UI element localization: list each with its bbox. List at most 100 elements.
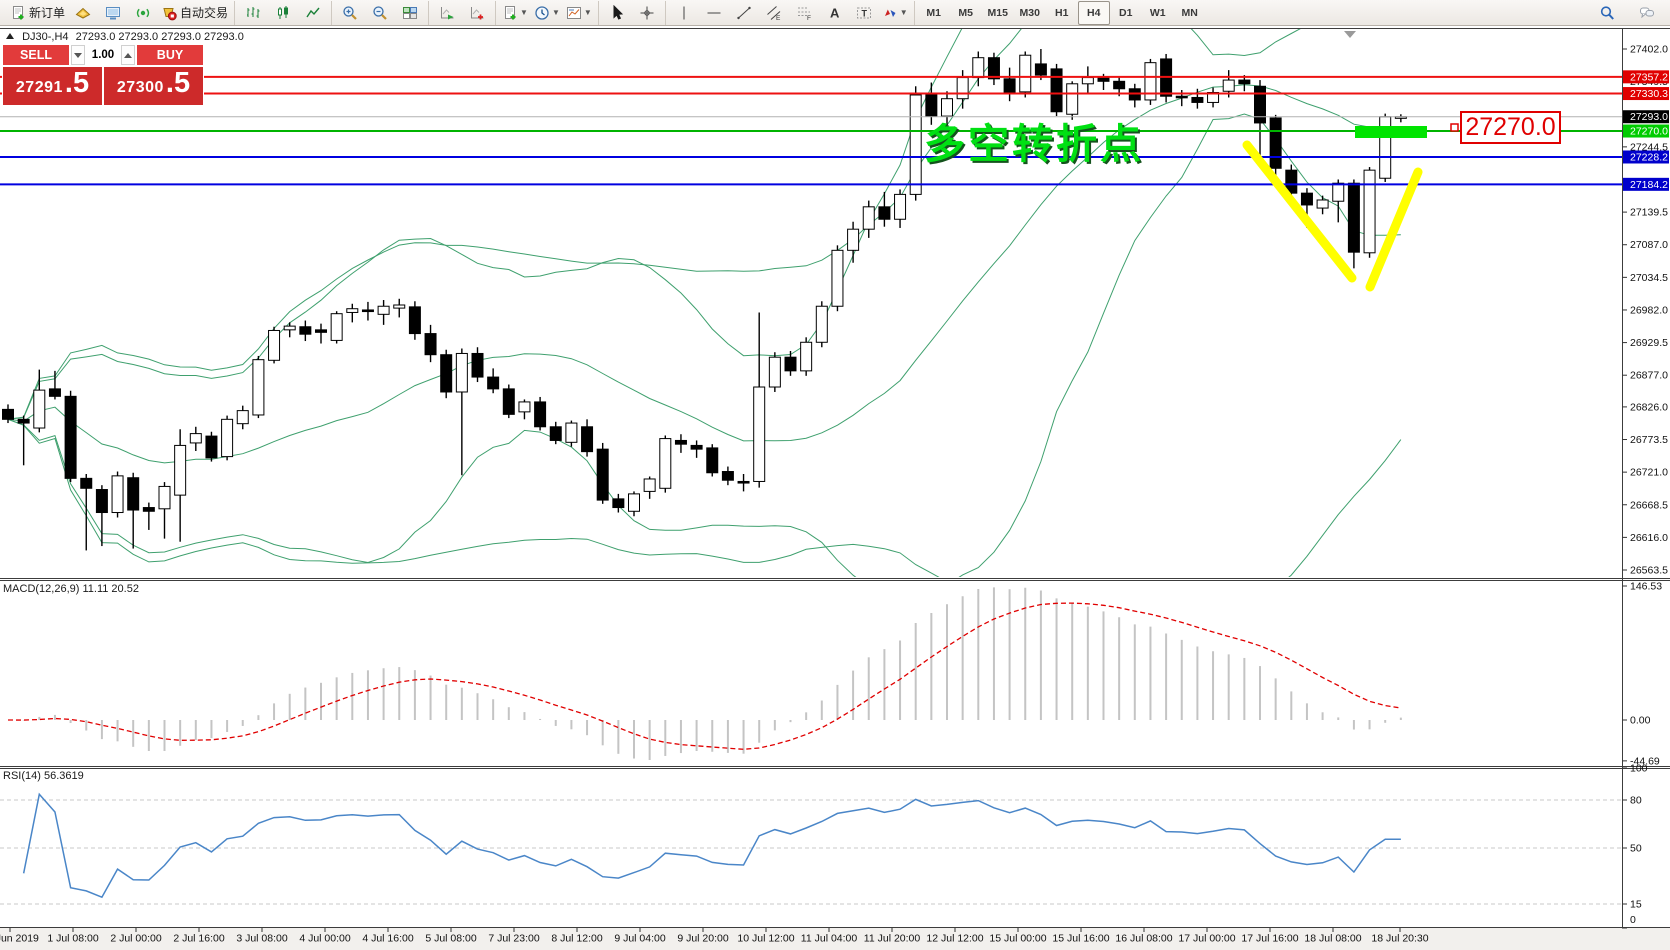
- callout-anchor: [1450, 123, 1459, 132]
- search-button[interactable]: [1592, 1, 1622, 25]
- svg-text:27402.0: 27402.0: [1630, 44, 1668, 56]
- main-chart-layer: [2, 29, 1407, 577]
- time-axis-label: 11 Jul 04:00: [801, 933, 858, 945]
- market-watch-button[interactable]: [98, 1, 128, 25]
- sell-button[interactable]: SELL: [2, 44, 70, 66]
- arrows-dropdown[interactable]: ▼: [879, 1, 911, 25]
- tile-windows-button[interactable]: [395, 1, 425, 25]
- svg-text:26721.0: 26721.0: [1630, 467, 1668, 479]
- tf-mn-button[interactable]: MN: [1181, 6, 1198, 19]
- toolbar-group: E F A T ▼: [664, 0, 914, 25]
- autotrading-button[interactable]: 自动交易: [158, 1, 231, 25]
- tf-h4-button[interactable]: H4: [1077, 0, 1110, 25]
- price-callout-box[interactable]: 27270.0: [1460, 111, 1561, 144]
- svg-text:0: 0: [1630, 914, 1636, 926]
- one-click-trading-panel: SELL BUY 27291.5 27300.5: [2, 44, 204, 106]
- volume-input[interactable]: [85, 45, 121, 65]
- time-axis-label: 15 Jul 16:00: [1052, 933, 1109, 945]
- bollinger-band-line: [7, 418, 1402, 577]
- cursor-button[interactable]: [602, 1, 632, 25]
- svg-text:26563.5: 26563.5: [1630, 565, 1668, 577]
- tf-m5-button[interactable]: M5: [958, 6, 974, 19]
- zoom-in-icon: [342, 5, 358, 21]
- toolbar-group: ▼ ▼ ▼: [495, 0, 598, 25]
- bollinger-band-line: [7, 29, 1301, 420]
- time-axis-label: 17 Jul 00:00: [1178, 933, 1235, 945]
- chart-shift-button[interactable]: [462, 1, 492, 25]
- auto-scroll-button[interactable]: [432, 1, 462, 25]
- buy-button[interactable]: BUY: [136, 44, 204, 66]
- sell-price[interactable]: 27291.5: [2, 66, 103, 106]
- signals-button[interactable]: [128, 1, 158, 25]
- autotrading-icon: [161, 5, 177, 21]
- candles-layer: [2, 49, 1407, 551]
- tf-h1-button[interactable]: H1: [1055, 6, 1069, 19]
- svg-text:50: 50: [1630, 843, 1642, 855]
- svg-text:26826.0: 26826.0: [1630, 401, 1668, 413]
- tf-m1-button[interactable]: M1: [926, 6, 942, 19]
- time-axis-label: 18 Jul 20:30: [1371, 933, 1428, 945]
- time-axis-label: 4 Jul 16:00: [362, 933, 414, 945]
- panel-collapse-icon[interactable]: [6, 33, 14, 39]
- text-button[interactable]: A: [819, 1, 849, 25]
- turning-point-annotation[interactable]: 多空转折点: [924, 121, 1144, 167]
- tf-m30-button[interactable]: M30: [1019, 6, 1040, 19]
- new-order-button[interactable]: 新订单: [7, 1, 68, 25]
- line-chart-icon: [305, 5, 321, 21]
- green-highlight-rect: [1355, 126, 1427, 138]
- channel-icon: E: [766, 5, 782, 21]
- chat-icon: [1639, 5, 1655, 21]
- buy-price[interactable]: 27300.5: [103, 66, 204, 106]
- periods-icon: [534, 5, 550, 21]
- line-chart-button[interactable]: [298, 1, 328, 25]
- market-watch-icon: [105, 5, 121, 21]
- zoom-in-button[interactable]: [335, 1, 365, 25]
- bar-chart-button[interactable]: [238, 1, 268, 25]
- fibonacci-icon: F: [796, 5, 812, 21]
- charts-icon: [75, 5, 91, 21]
- templates-dropdown[interactable]: ▼: [563, 1, 595, 25]
- candlestick-button[interactable]: [268, 1, 298, 25]
- time-axis-label: 1 Jul 08:00: [47, 933, 99, 945]
- time-axis-label: 5 Jul 08:00: [425, 933, 477, 945]
- zoom-out-button[interactable]: [365, 1, 395, 25]
- svg-text:15: 15: [1630, 899, 1642, 911]
- svg-text:27293.0: 27293.0: [1630, 111, 1668, 123]
- tf-m15-button[interactable]: M15: [987, 6, 1008, 19]
- tf-d1-button[interactable]: D1: [1119, 6, 1133, 19]
- chat-button[interactable]: [1632, 1, 1662, 25]
- volume-increase-button[interactable]: [121, 45, 135, 65]
- charts-button[interactable]: [68, 1, 98, 25]
- channel-button[interactable]: E: [759, 1, 789, 25]
- fibonacci-button[interactable]: F: [789, 1, 819, 25]
- time-axis-label: 2 Jul 00:00: [110, 933, 162, 945]
- time-axis-label: 7 Jul 23:00: [488, 933, 540, 945]
- time-axis-label: 15 Jul 00:00: [989, 933, 1046, 945]
- arrows-icon: [882, 5, 898, 21]
- label-button[interactable]: T: [849, 1, 879, 25]
- volume-decrease-button[interactable]: [71, 45, 85, 65]
- svg-text:0.00: 0.00: [1630, 715, 1651, 727]
- svg-text:-44.69: -44.69: [1630, 755, 1660, 767]
- svg-text:26877.0: 26877.0: [1630, 370, 1668, 382]
- rsi-line: [22, 792, 1401, 899]
- bar-chart-icon: [245, 5, 261, 21]
- current-price-badge: [1623, 110, 1669, 124]
- new-chart-dropdown[interactable]: ▼: [499, 1, 531, 25]
- toolbar: 新订单 自动交易 ▼ ▼ ▼ E F A T ▼ M1 M5 M15 M30 H1 H4 D1 W1 MN: [0, 0, 1670, 26]
- crosshair-button[interactable]: [632, 1, 662, 25]
- toolbar-group: [234, 0, 331, 25]
- time-axis-label: 12 Jul 12:00: [926, 933, 983, 945]
- tf-w1-button[interactable]: W1: [1149, 6, 1166, 19]
- trendline-button[interactable]: [729, 1, 759, 25]
- horizontal-line-button[interactable]: [699, 1, 729, 25]
- signals-icon: [135, 5, 151, 21]
- chart-shift-icon: [469, 5, 485, 21]
- macd-layer: [7, 587, 1402, 761]
- new-chart-icon: [502, 5, 518, 21]
- svg-text:146.53: 146.53: [1630, 581, 1662, 593]
- toolbar-group: M1 M5 M15 M30 H1 H4 D1 W1 MN: [913, 0, 1209, 25]
- vertical-line-button[interactable]: [669, 1, 699, 25]
- periods-dropdown[interactable]: ▼: [531, 1, 563, 25]
